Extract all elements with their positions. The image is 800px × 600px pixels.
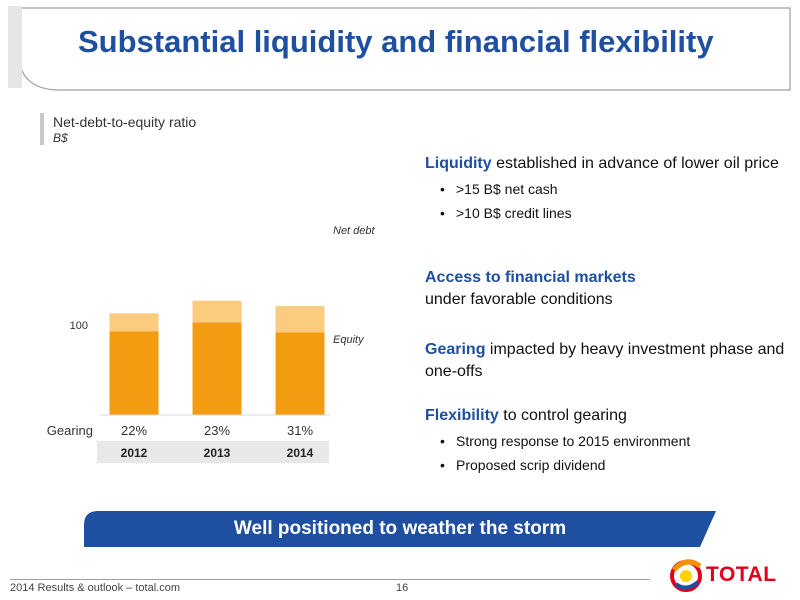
liquidity-block: Liquidity established in advance of lowe…: [425, 153, 785, 225]
category-band: [97, 441, 329, 463]
list-item: • >15 B$ net cash: [440, 181, 558, 197]
access-text: under favorable conditions: [425, 291, 613, 308]
stacked-bar-chart: 100 Net debt Equity Gearing 22% 23% 31% 2012 201…: [47, 225, 376, 463]
gearing-value: 31%: [287, 423, 313, 438]
chart-title: Net-debt-to-equity ratio: [53, 114, 197, 130]
gearing-heading: Gearing impacted by heavy investment pha…: [425, 339, 785, 383]
gearing-keyword: Gearing: [425, 341, 486, 358]
access-block: Access to financial markets under favora…: [425, 267, 785, 311]
total-logo: TOTAL: [666, 552, 796, 596]
gearing-value: 23%: [204, 423, 230, 438]
gearing-block: Gearing impacted by heavy investment pha…: [425, 339, 785, 383]
liquidity-bullets: • >15 B$ net cash • >10 B$ credit lines: [425, 177, 785, 225]
total-logo-mark-icon: [670, 559, 702, 592]
flexibility-block: Flexibility to control gearing • Strong r…: [425, 405, 785, 477]
bullet-text: Proposed scrip dividend: [456, 457, 606, 473]
category-label: 2012: [121, 446, 148, 460]
page-number: 16: [396, 582, 409, 594]
access-keyword: Access to financial markets: [425, 269, 636, 286]
category-label: 2014: [287, 446, 314, 460]
liquidity-text: established in advance of lower oil pric…: [491, 155, 779, 172]
bar-net-debt: [192, 300, 242, 323]
gearing-label: Gearing: [47, 423, 93, 438]
banner-text: Well positioned to weather the storm: [233, 518, 567, 539]
legend-net-debt: Net debt: [333, 225, 376, 237]
list-item: • >10 B$ credit lines: [440, 205, 572, 221]
gearing-value: 22%: [121, 423, 147, 438]
bullet-text: Strong response to 2015 environment: [456, 433, 691, 449]
title-bar: Substantial liquidity and financial flex…: [0, 0, 800, 95]
banner-shape: [84, 511, 716, 547]
chart-unit: B$: [53, 131, 68, 145]
legend-equity: Equity: [333, 334, 365, 346]
flexibility-text: to control gearing: [498, 407, 627, 424]
flexibility-heading: Flexibility to control gearing: [425, 405, 785, 427]
bullet-text: >10 B$ credit lines: [456, 205, 572, 221]
flexibility-bullets: • Strong response to 2015 environment • Pr…: [425, 429, 785, 477]
bar-equity: [192, 322, 242, 415]
bar-equity: [275, 332, 325, 415]
bullet-text: >15 B$ net cash: [456, 181, 558, 197]
footer-divider: [10, 579, 650, 580]
flexibility-keyword: Flexibility: [425, 407, 499, 424]
bar-net-debt: [109, 313, 159, 332]
gearing-text: impacted by heavy investment phase and o…: [425, 341, 785, 380]
liquidity-keyword: Liquidity: [425, 155, 492, 172]
category-label: 2013: [204, 446, 231, 460]
list-item: • Strong response to 2015 environment: [440, 433, 691, 449]
conclusion-banner: Well positioned to weather the storm: [0, 511, 800, 547]
bar-equity: [109, 331, 159, 415]
title-frame: [8, 6, 791, 91]
footer-source: 2014 Results & outlook – total.com: [10, 582, 180, 594]
liquidity-heading: Liquidity established in advance of lowe…: [425, 153, 785, 175]
bar-net-debt: [275, 306, 325, 333]
logo-wordmark: TOTAL: [706, 563, 777, 586]
y-tick-label: 100: [70, 320, 88, 332]
page-title: Substantial liquidity and financial flex…: [78, 24, 714, 59]
list-item: • Proposed scrip dividend: [440, 457, 606, 473]
chart-header-bar: [40, 113, 44, 145]
